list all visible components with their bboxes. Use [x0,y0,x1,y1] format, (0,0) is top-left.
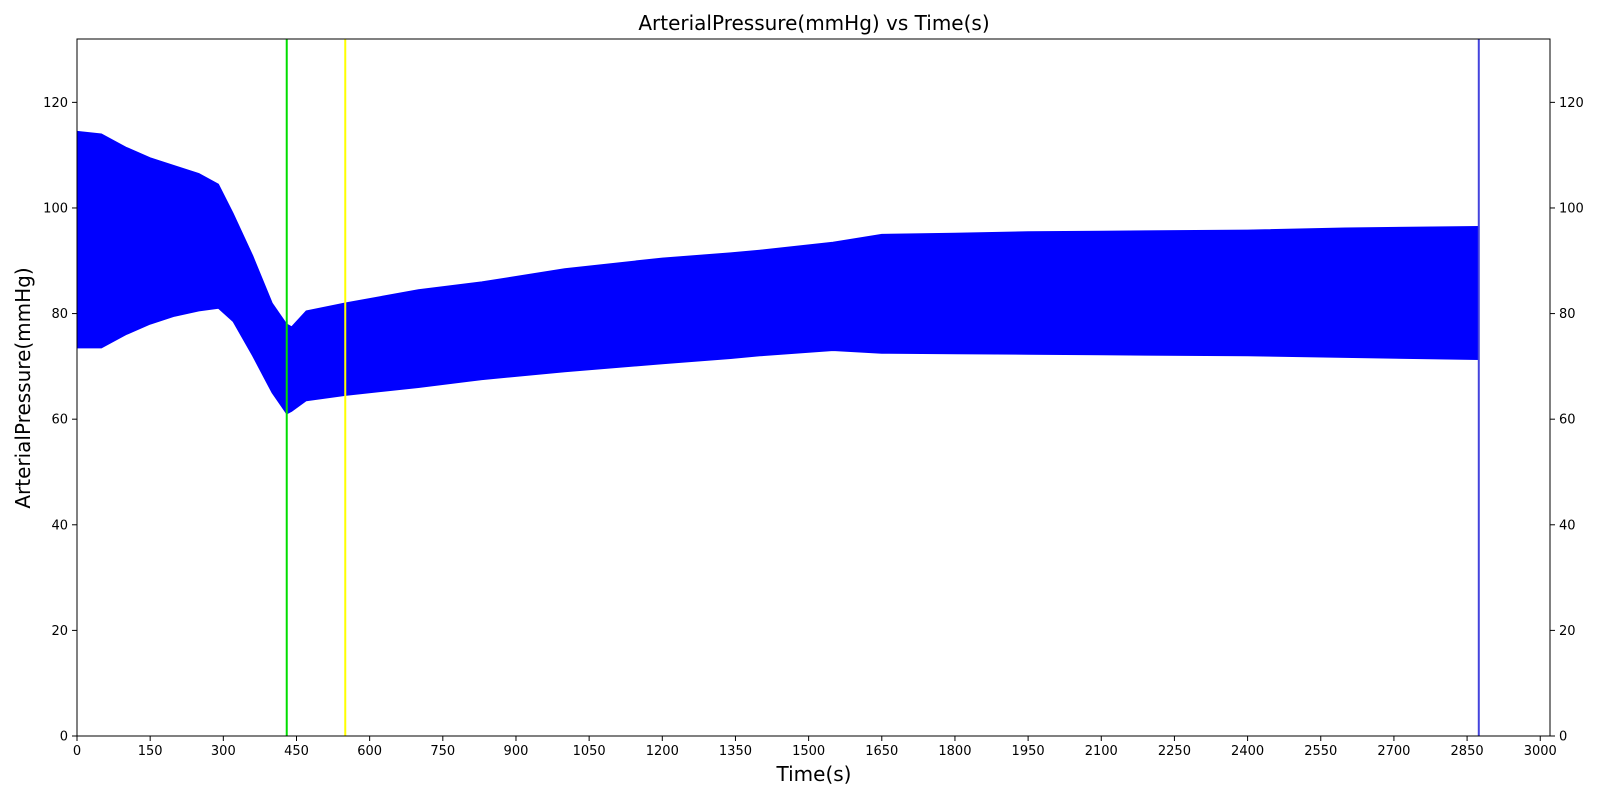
y-tick-label-right: 120 [1559,96,1584,111]
x-axis-label: Time(s) [776,762,852,786]
y-tick-label-left: 20 [51,624,68,639]
x-tick-label: 900 [504,744,529,759]
y-tick-label-right: 60 [1559,413,1576,428]
x-axis: 0 150 300 450 600 750 900 1050 1200 1350 1500 1650 1… [73,736,1557,759]
x-tick-label: 1950 [1012,744,1045,759]
y-tick-label-right: 40 [1559,518,1576,533]
vertical-lines [285,39,1480,736]
x-tick-label: 2100 [1085,744,1118,759]
y-tick-label-left: 120 [43,96,68,111]
x-tick-label: 2850 [1451,744,1484,759]
y-tick-label-right: 100 [1559,201,1584,216]
y-axis-label: ArterialPressure(mmHg) [11,267,35,508]
x-tick-label: 2550 [1304,744,1337,759]
y-tick-label-left: 0 [60,730,68,745]
plot-frame [76,38,1551,737]
y-tick-label-left: 60 [51,413,68,428]
y-tick-label-right: 0 [1559,730,1567,745]
chart-title: ArterialPressure(mmHg) vs Time(s) [638,11,989,35]
x-tick-label: 1650 [865,744,898,759]
x-tick-label: 1350 [719,744,752,759]
x-tick-label: 150 [138,744,163,759]
y-axis-left: 0 20 40 60 80 100 120 [43,96,77,745]
x-tick-label: 300 [211,744,236,759]
x-tick-label: 1800 [938,744,971,759]
x-tick-label: 1200 [646,744,679,759]
x-tick-label: 3000 [1524,744,1557,759]
x-tick-label: 0 [73,744,81,759]
y-tick-label-right: 20 [1559,624,1576,639]
x-tick-label: 750 [430,744,455,759]
y-tick-label-right: 80 [1559,307,1576,322]
y-tick-label-left: 80 [51,307,68,322]
x-tick-label: 450 [284,744,309,759]
y-tick-label-left: 40 [51,518,68,533]
x-tick-label: 2700 [1377,744,1410,759]
y-tick-label-left: 100 [43,201,68,216]
x-tick-label: 1050 [573,744,606,759]
x-tick-label: 2250 [1158,744,1191,759]
x-tick-label: 2400 [1231,744,1264,759]
x-tick-label: 600 [357,744,382,759]
y-axis-right: 0 20 40 60 80 100 120 [1550,96,1584,745]
x-tick-label: 1500 [792,744,825,759]
